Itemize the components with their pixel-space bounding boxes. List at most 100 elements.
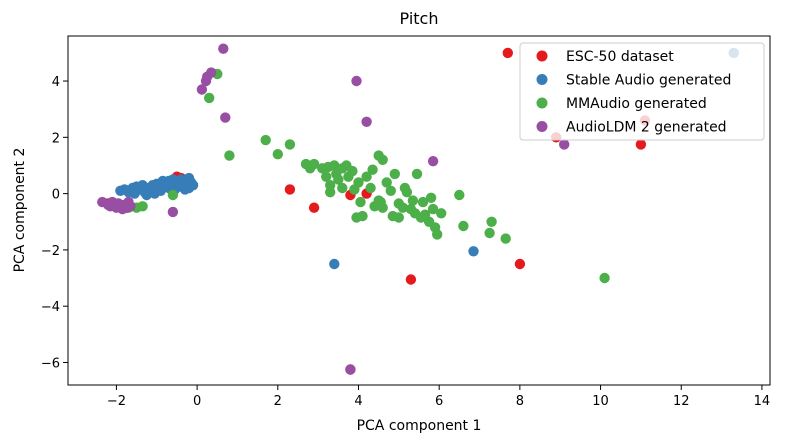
data-point-series-2 xyxy=(377,202,388,213)
y-axis-label: PCA component 2 xyxy=(12,148,28,273)
data-point-series-2 xyxy=(377,154,388,165)
data-point-series-3 xyxy=(218,43,229,54)
data-point-series-2 xyxy=(347,165,358,177)
x-tick-label: 6 xyxy=(435,394,443,409)
data-point-series-3 xyxy=(559,139,570,150)
data-point-series-2 xyxy=(381,177,392,188)
chart-title: Pitch xyxy=(400,9,439,28)
data-point-series-2 xyxy=(284,139,296,150)
y-ticks: −6 −4 −2 0 2 4 xyxy=(41,75,68,371)
data-point-series-2 xyxy=(436,208,447,219)
data-point-series-2 xyxy=(272,149,283,160)
legend-label: AudioLDM 2 generated xyxy=(566,120,727,136)
data-point-series-2 xyxy=(385,185,396,196)
y-tick-label: 4 xyxy=(52,75,60,90)
data-point-series-0 xyxy=(284,184,296,195)
x-axis-label: PCA component 1 xyxy=(357,418,482,434)
data-point-series-1 xyxy=(149,188,160,199)
legend-marker xyxy=(536,97,548,109)
x-tick-label: 14 xyxy=(754,394,771,409)
legend-label: MMAudio generated xyxy=(566,96,707,112)
data-point-series-2 xyxy=(397,202,409,213)
y-tick-label: −4 xyxy=(41,300,60,315)
legend-marker xyxy=(536,50,548,62)
data-point-series-1 xyxy=(183,182,195,194)
data-point-series-3 xyxy=(220,112,231,123)
legend-marker xyxy=(536,121,548,132)
data-point-series-2 xyxy=(361,171,372,182)
y-tick-label: 2 xyxy=(52,131,60,146)
data-point-series-2 xyxy=(393,212,404,223)
x-tick-label: −2 xyxy=(107,394,126,409)
data-point-series-2 xyxy=(427,203,439,215)
data-point-series-2 xyxy=(432,229,443,240)
data-point-series-2 xyxy=(260,134,271,146)
data-point-series-1 xyxy=(175,174,187,185)
data-point-series-2 xyxy=(137,201,148,212)
legend-label: ESC-50 dataset xyxy=(566,49,674,65)
data-point-series-2 xyxy=(353,177,364,188)
data-point-series-3 xyxy=(427,156,439,167)
data-point-series-2 xyxy=(458,220,469,232)
data-point-series-2 xyxy=(367,164,378,175)
y-tick-label: −6 xyxy=(41,356,60,371)
data-point-series-2 xyxy=(454,189,465,201)
data-point-series-0 xyxy=(514,258,526,270)
data-point-series-1 xyxy=(468,246,479,257)
data-point-series-2 xyxy=(321,171,332,182)
data-point-series-3 xyxy=(361,116,372,128)
data-point-series-2 xyxy=(401,187,413,198)
x-tick-label: 10 xyxy=(592,394,609,409)
data-point-series-0 xyxy=(502,47,513,59)
data-point-series-2 xyxy=(484,227,495,239)
data-point-series-3 xyxy=(167,206,179,218)
x-tick-label: 8 xyxy=(516,394,524,409)
data-point-series-2 xyxy=(333,174,344,185)
legend-marker xyxy=(536,74,548,85)
data-point-series-3 xyxy=(105,201,116,212)
data-point-series-0 xyxy=(308,202,320,213)
y-tick-label: −2 xyxy=(41,244,60,259)
data-point-series-2 xyxy=(308,158,320,170)
data-point-series-1 xyxy=(141,189,152,201)
legend: ESC-50 dataset Stable Audio generated MMAu… xyxy=(519,42,765,141)
data-point-series-2 xyxy=(204,92,215,104)
y-tick-label: 0 xyxy=(52,188,60,203)
x-tick-label: 12 xyxy=(673,394,690,409)
points-layer xyxy=(97,43,739,375)
data-point-series-1 xyxy=(157,175,168,187)
data-point-series-2 xyxy=(329,160,340,171)
legend-box xyxy=(519,42,765,141)
data-point-series-2 xyxy=(325,187,336,198)
data-point-series-2 xyxy=(351,212,362,223)
plot-frame xyxy=(67,35,771,386)
x-tick-label: 4 xyxy=(354,394,362,409)
data-point-series-2 xyxy=(599,272,610,284)
data-point-series-2 xyxy=(224,150,235,161)
data-point-series-3 xyxy=(196,84,208,95)
data-point-series-1 xyxy=(329,258,340,270)
data-point-series-2 xyxy=(407,195,419,206)
data-point-series-3 xyxy=(351,75,362,87)
data-point-series-2 xyxy=(500,233,511,244)
data-point-series-0 xyxy=(635,139,647,150)
data-point-series-0 xyxy=(405,274,417,285)
data-point-series-2 xyxy=(365,182,376,194)
data-point-series-3 xyxy=(200,75,212,87)
x-tick-label: 2 xyxy=(274,394,282,409)
data-point-series-3 xyxy=(125,201,136,212)
x-tick-label: 0 xyxy=(193,394,201,409)
data-point-series-1 xyxy=(129,188,140,199)
data-point-series-2 xyxy=(425,192,437,203)
data-point-series-2 xyxy=(337,182,348,194)
data-point-series-2 xyxy=(411,168,423,180)
data-point-series-2 xyxy=(355,196,366,208)
data-point-series-2 xyxy=(486,216,497,227)
x-ticks: −2 0 2 4 6 8 10 12 14 xyxy=(107,385,770,409)
data-point-series-1 xyxy=(137,180,148,191)
legend-label: Stable Audio generated xyxy=(566,73,731,89)
data-point-series-3 xyxy=(345,364,356,375)
data-point-series-2 xyxy=(167,189,179,201)
data-point-series-2 xyxy=(389,168,400,180)
